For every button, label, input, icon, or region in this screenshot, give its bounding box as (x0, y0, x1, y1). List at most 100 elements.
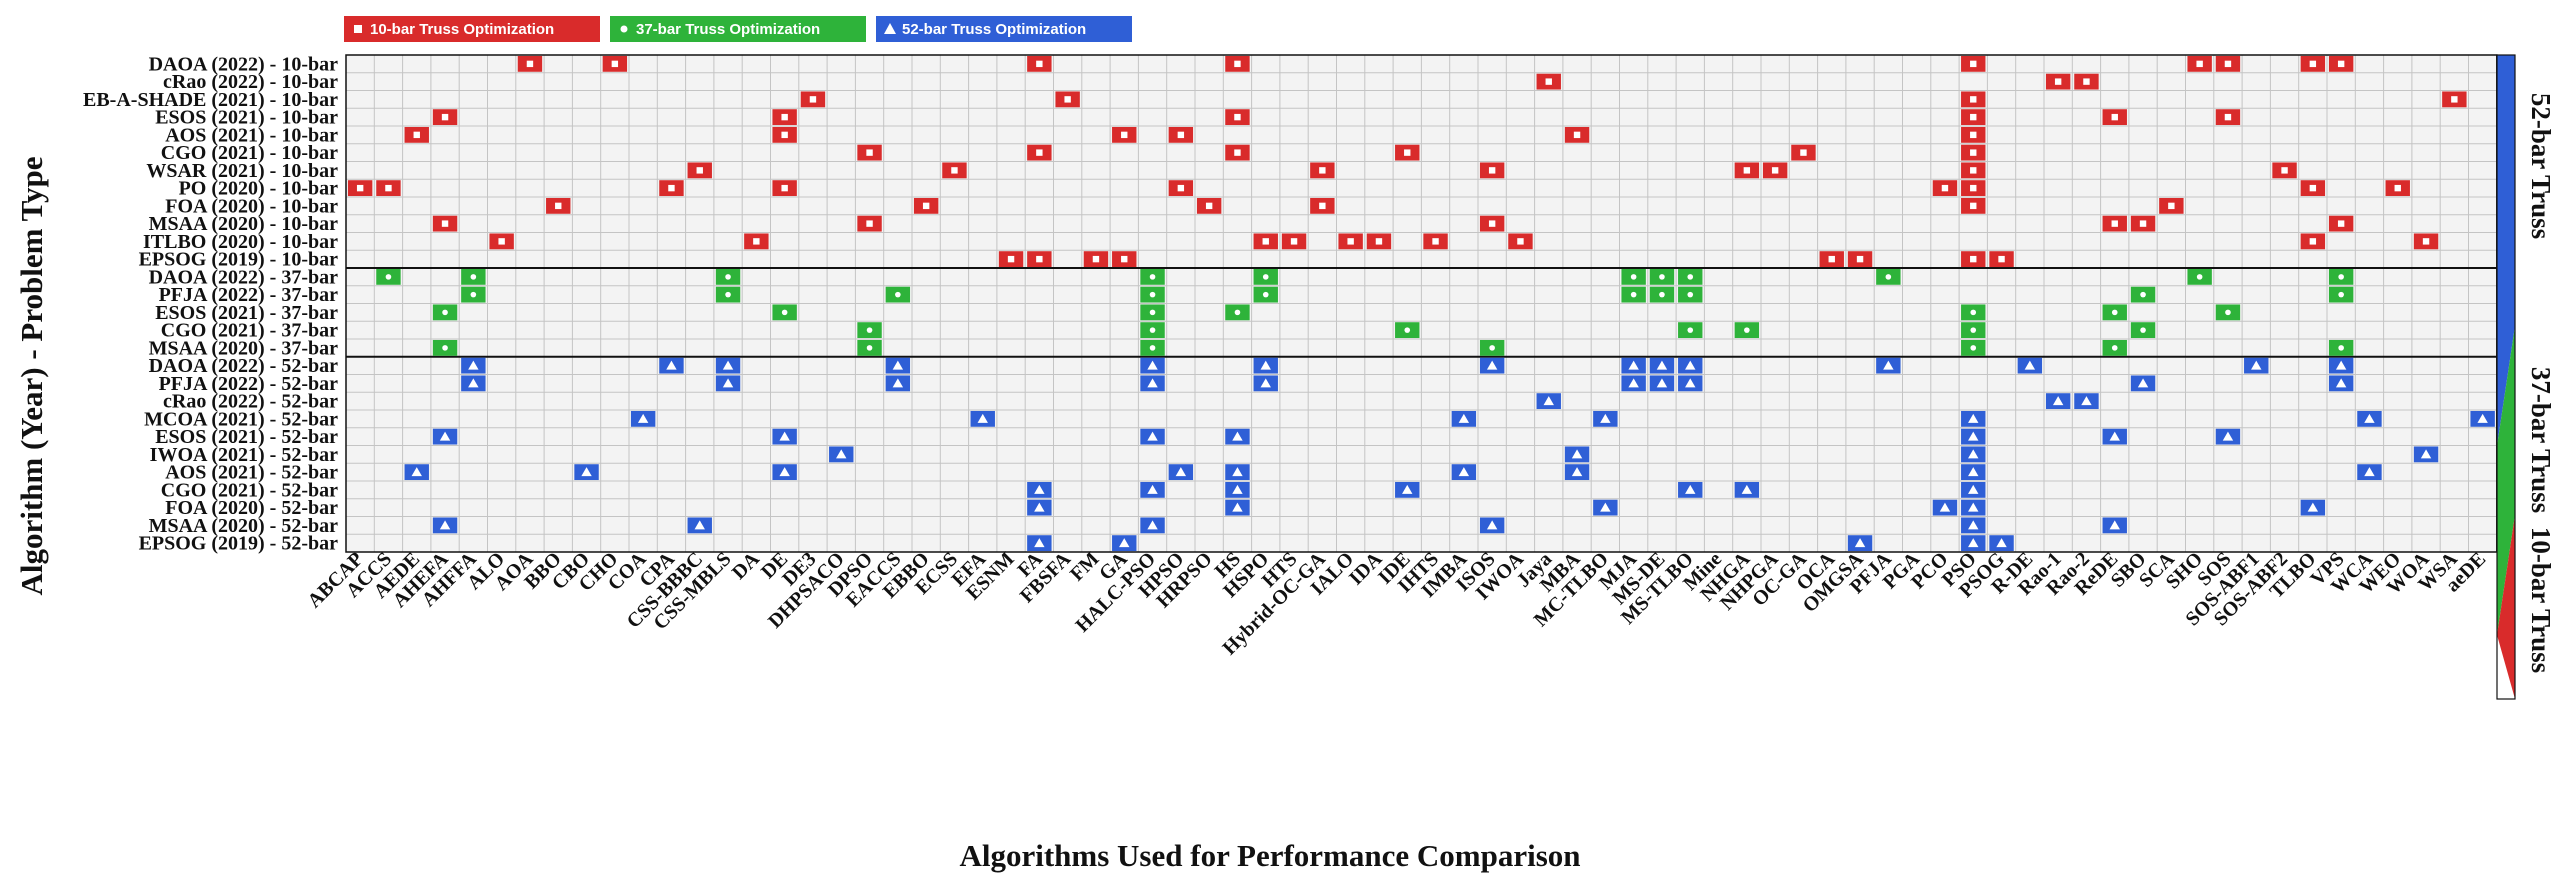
square-glyph (1036, 149, 1043, 156)
marker-37bar-ahefa (432, 339, 458, 356)
marker-52bar-dhpsaco (829, 446, 854, 463)
triangle-glyph (1402, 484, 1413, 494)
marker-52bar-ms-de (1649, 375, 1675, 392)
marker-37bar-ahefa (432, 304, 458, 321)
triangle-glyph (1571, 449, 1583, 459)
marker-37bar-vps (2328, 339, 2354, 356)
marker-37bar-halc-pso (1140, 339, 1165, 356)
marker-52bar-ms-de (1649, 357, 1675, 374)
square-glyph (951, 167, 958, 174)
marker-52bar-isos (1479, 517, 1505, 534)
marker-10bar-hybrid-oc-ga (1310, 197, 1335, 214)
y-tick-label: DAOA (2022) - 37-bar (149, 266, 339, 288)
y-tick-label: FOA (2020) - 10-bar (165, 195, 338, 217)
marker-52bar-pso (1961, 446, 1986, 463)
marker-37bar-sbo (2130, 322, 2156, 339)
circle-glyph (1489, 345, 1495, 351)
marker-10bar-hybrid-oc-ga (1310, 162, 1335, 179)
circle-glyph (866, 327, 873, 333)
marker-10bar-pso (1961, 251, 1986, 268)
marker-37bar-pfja (1876, 268, 1901, 285)
marker-10bar-bbo (546, 197, 571, 214)
marker-52bar-halc-pso (1140, 481, 1165, 498)
triangle-glyph (1996, 538, 2007, 548)
square-glyph (1970, 202, 1977, 210)
square-glyph (2309, 238, 2317, 245)
marker-52bar-hspo (1253, 375, 1278, 392)
marker-10bar-esnm (998, 251, 1024, 268)
marker-10bar-hpso (1168, 180, 1194, 197)
legend-label: 37-bar Truss Optimization (636, 21, 820, 38)
square-glyph (1121, 131, 1128, 139)
circle-glyph (442, 345, 448, 351)
marker-10bar-fbsfa (1055, 91, 1080, 108)
triangle-glyph (1232, 467, 1243, 477)
triangle-glyph (2364, 467, 2375, 477)
marker-10bar-sho (2187, 55, 2212, 72)
square-glyph (611, 60, 619, 68)
square-glyph (781, 184, 788, 192)
marker-37bar-isos (1479, 339, 1505, 356)
marker-10bar-abcap (347, 180, 373, 197)
square-glyph (1432, 238, 1439, 245)
circle-glyph (1885, 274, 1892, 280)
marker-52bar-halc-pso (1140, 517, 1165, 534)
marker-10bar-hspo (1253, 233, 1278, 250)
triangle-glyph (1458, 467, 1470, 477)
y-tick-label: ESOS (2021) - 52-bar (155, 426, 338, 448)
square-glyph (1488, 167, 1496, 174)
triangle-glyph (1685, 360, 1696, 370)
circle-glyph (2338, 345, 2344, 351)
marker-52bar-hpso (1168, 464, 1194, 481)
square-glyph (1347, 238, 1354, 245)
square-glyph (1856, 255, 1864, 263)
marker-37bar-rede (2102, 339, 2127, 356)
colorbar-label: 37-bar Truss (2526, 367, 2556, 513)
marker-52bar-ms-tlbo (1678, 357, 1703, 374)
marker-52bar-de (772, 464, 797, 481)
marker-52bar-ahffa (461, 357, 486, 374)
marker-10bar-hs (1225, 55, 1250, 72)
square-glyph (696, 167, 703, 174)
square-glyph (809, 96, 817, 103)
circle-glyph (470, 274, 477, 280)
marker-10bar-pco (1932, 180, 1958, 197)
triangle-glyph (1968, 449, 1979, 459)
square-glyph (385, 184, 392, 192)
square-glyph (1121, 255, 1128, 263)
triangle-glyph (1741, 484, 1753, 494)
circle-glyph (1687, 291, 1694, 298)
marker-10bar-tlbo (2300, 55, 2326, 72)
triangle-glyph (2024, 360, 2036, 370)
square-glyph (1517, 238, 1524, 245)
marker-10bar-ida (1366, 233, 1392, 250)
triangle-glyph (1883, 360, 1894, 370)
square-glyph (354, 25, 362, 33)
circle-glyph (620, 25, 628, 33)
marker-10bar-omgsa (1847, 251, 1873, 268)
y-tick-label: DAOA (2022) - 10-bar (149, 53, 339, 75)
y-tick-label: AOS (2021) - 10-bar (165, 124, 338, 146)
marker-37bar-hs (1225, 304, 1250, 321)
marker-52bar-css-mbls (715, 357, 741, 374)
triangle-glyph (2420, 449, 2432, 459)
triangle-glyph (1968, 467, 1979, 477)
triangle-glyph (1147, 484, 1158, 494)
marker-52bar-sos (2215, 428, 2241, 445)
marker-10bar-psog (1989, 251, 2014, 268)
circle-glyph (1630, 291, 1637, 298)
square-glyph (1970, 131, 1977, 139)
triangle-glyph (1685, 378, 1696, 388)
marker-37bar-mja (1621, 268, 1646, 285)
triangle-glyph (722, 360, 734, 370)
triangle-glyph (1968, 484, 1979, 494)
marker-10bar-rao-2 (2074, 73, 2099, 90)
triangle-glyph (892, 360, 904, 370)
square-glyph (1007, 255, 1015, 263)
marker-10bar-hs (1225, 144, 1250, 161)
triangle-glyph (1232, 431, 1243, 441)
marker-52bar-efa (970, 410, 995, 427)
square-glyph (1375, 238, 1383, 245)
marker-10bar-vps (2328, 215, 2354, 232)
marker-10bar-sbo (2130, 215, 2156, 232)
